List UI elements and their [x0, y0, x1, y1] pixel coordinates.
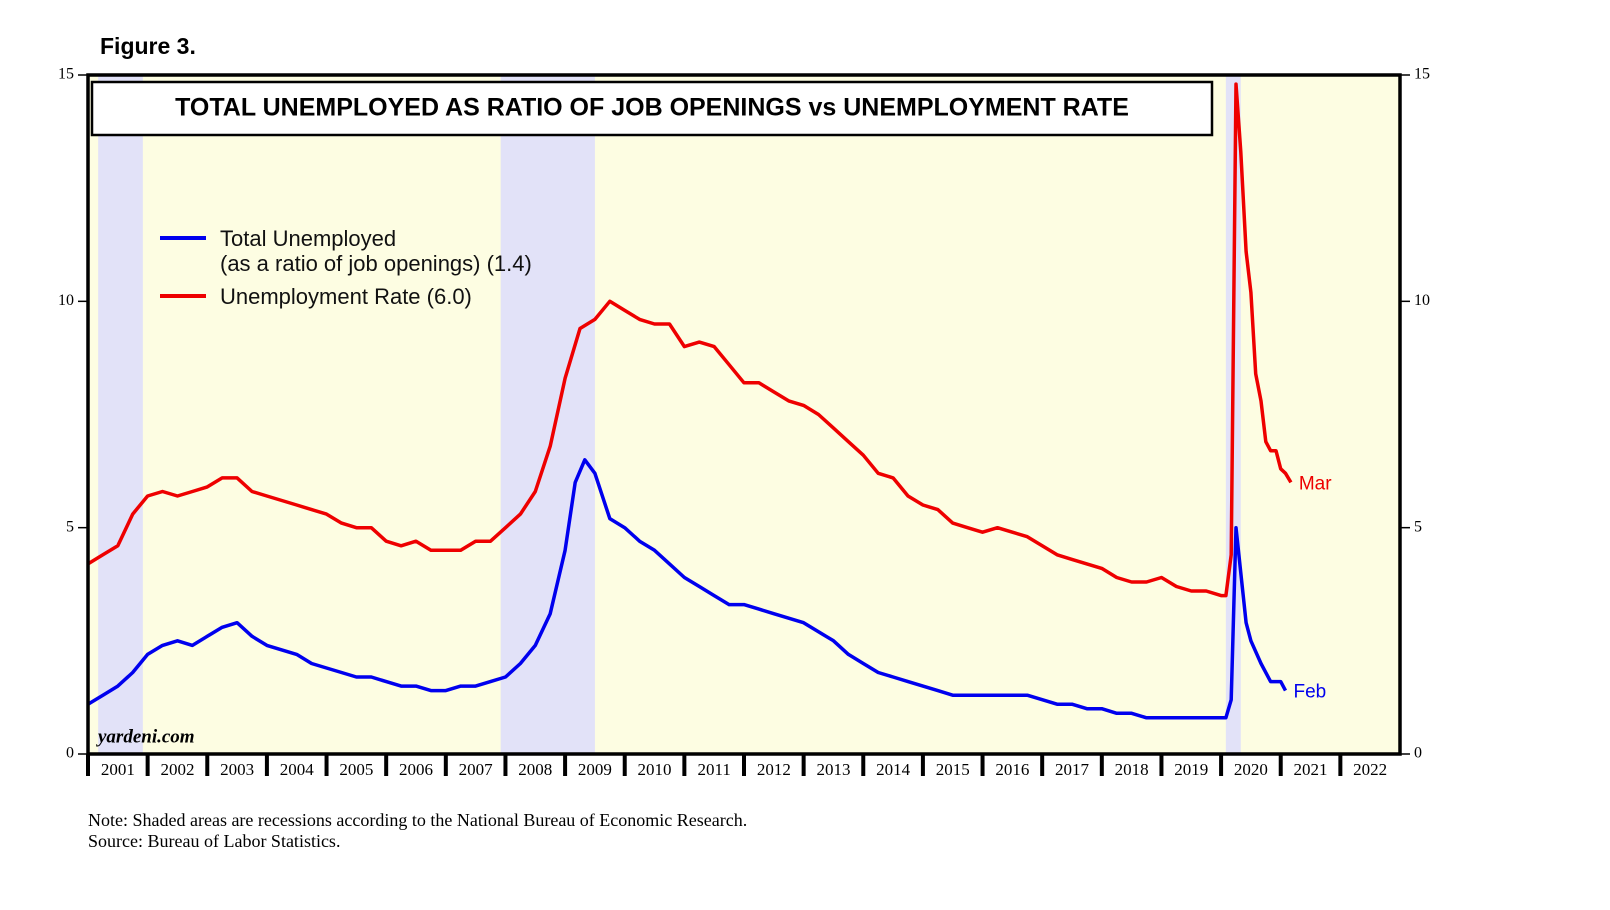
- y-tick-label: 0: [66, 745, 74, 762]
- recession-band: [98, 75, 143, 754]
- x-tick-label: 2004: [280, 760, 315, 779]
- y-tick-label: 10: [58, 292, 74, 309]
- series-line: [87, 458, 1288, 720]
- x-tick-label: 2002: [160, 760, 194, 779]
- end-label: Mar: [1299, 473, 1332, 494]
- y2-tick-label: 15: [1414, 66, 1430, 83]
- y2-tick-label: 0: [1414, 745, 1422, 762]
- x-tick-label: 2022: [1353, 760, 1387, 779]
- x-tick-label: 2021: [1294, 760, 1328, 779]
- chart-title: TOTAL UNEMPLOYED AS RATIO OF JOB OPENING…: [175, 94, 1129, 122]
- watermark: yardeni.com: [96, 726, 195, 747]
- figure-label: Figure 3.: [100, 33, 196, 59]
- x-tick-label: 2006: [399, 760, 433, 779]
- end-label: Feb: [1293, 682, 1326, 703]
- x-tick-label: 2008: [518, 760, 552, 779]
- legend-label: Unemployment Rate (6.0): [220, 284, 472, 309]
- y2-tick-label: 5: [1414, 518, 1422, 535]
- y-tick-label: 5: [66, 518, 74, 535]
- plot-background: [88, 75, 1400, 754]
- source: Source: Bureau of Labor Statistics.: [88, 831, 340, 851]
- y-tick-label: 15: [58, 66, 74, 83]
- x-tick-label: 2003: [220, 760, 254, 779]
- x-tick-label: 2018: [1115, 760, 1149, 779]
- x-tick-label: 2016: [995, 760, 1029, 779]
- x-tick-label: 2009: [578, 760, 612, 779]
- x-tick-label: 2012: [757, 760, 791, 779]
- x-tick-label: 2007: [459, 760, 494, 779]
- legend-item: Unemployment Rate (6.0): [160, 284, 532, 309]
- x-tick-label: 2015: [936, 760, 970, 779]
- x-tick-label: 2011: [697, 760, 730, 779]
- legend-swatch: [160, 236, 206, 240]
- x-tick-label: 2005: [339, 760, 373, 779]
- series-line: [87, 82, 1293, 598]
- y2-tick-label: 10: [1414, 292, 1430, 309]
- legend-item: Total Unemployed (as a ratio of job open…: [160, 226, 532, 276]
- legend-swatch: [160, 294, 206, 298]
- legend: Total Unemployed (as a ratio of job open…: [160, 226, 532, 317]
- x-tick-label: 2017: [1055, 760, 1090, 779]
- title-box: [90, 80, 1214, 137]
- x-tick-label: 2014: [876, 760, 911, 779]
- recession-band: [500, 75, 595, 754]
- x-tick-label: 2013: [816, 760, 850, 779]
- x-tick-label: 2001: [101, 760, 135, 779]
- x-tick-label: 2010: [638, 760, 672, 779]
- x-tick-label: 2020: [1234, 760, 1268, 779]
- legend-label: Total Unemployed (as a ratio of job open…: [220, 226, 532, 276]
- plot-frame: [86, 73, 1402, 756]
- x-tick-label: 2019: [1174, 760, 1208, 779]
- note: Note: Shaded areas are recessions accord…: [88, 810, 747, 830]
